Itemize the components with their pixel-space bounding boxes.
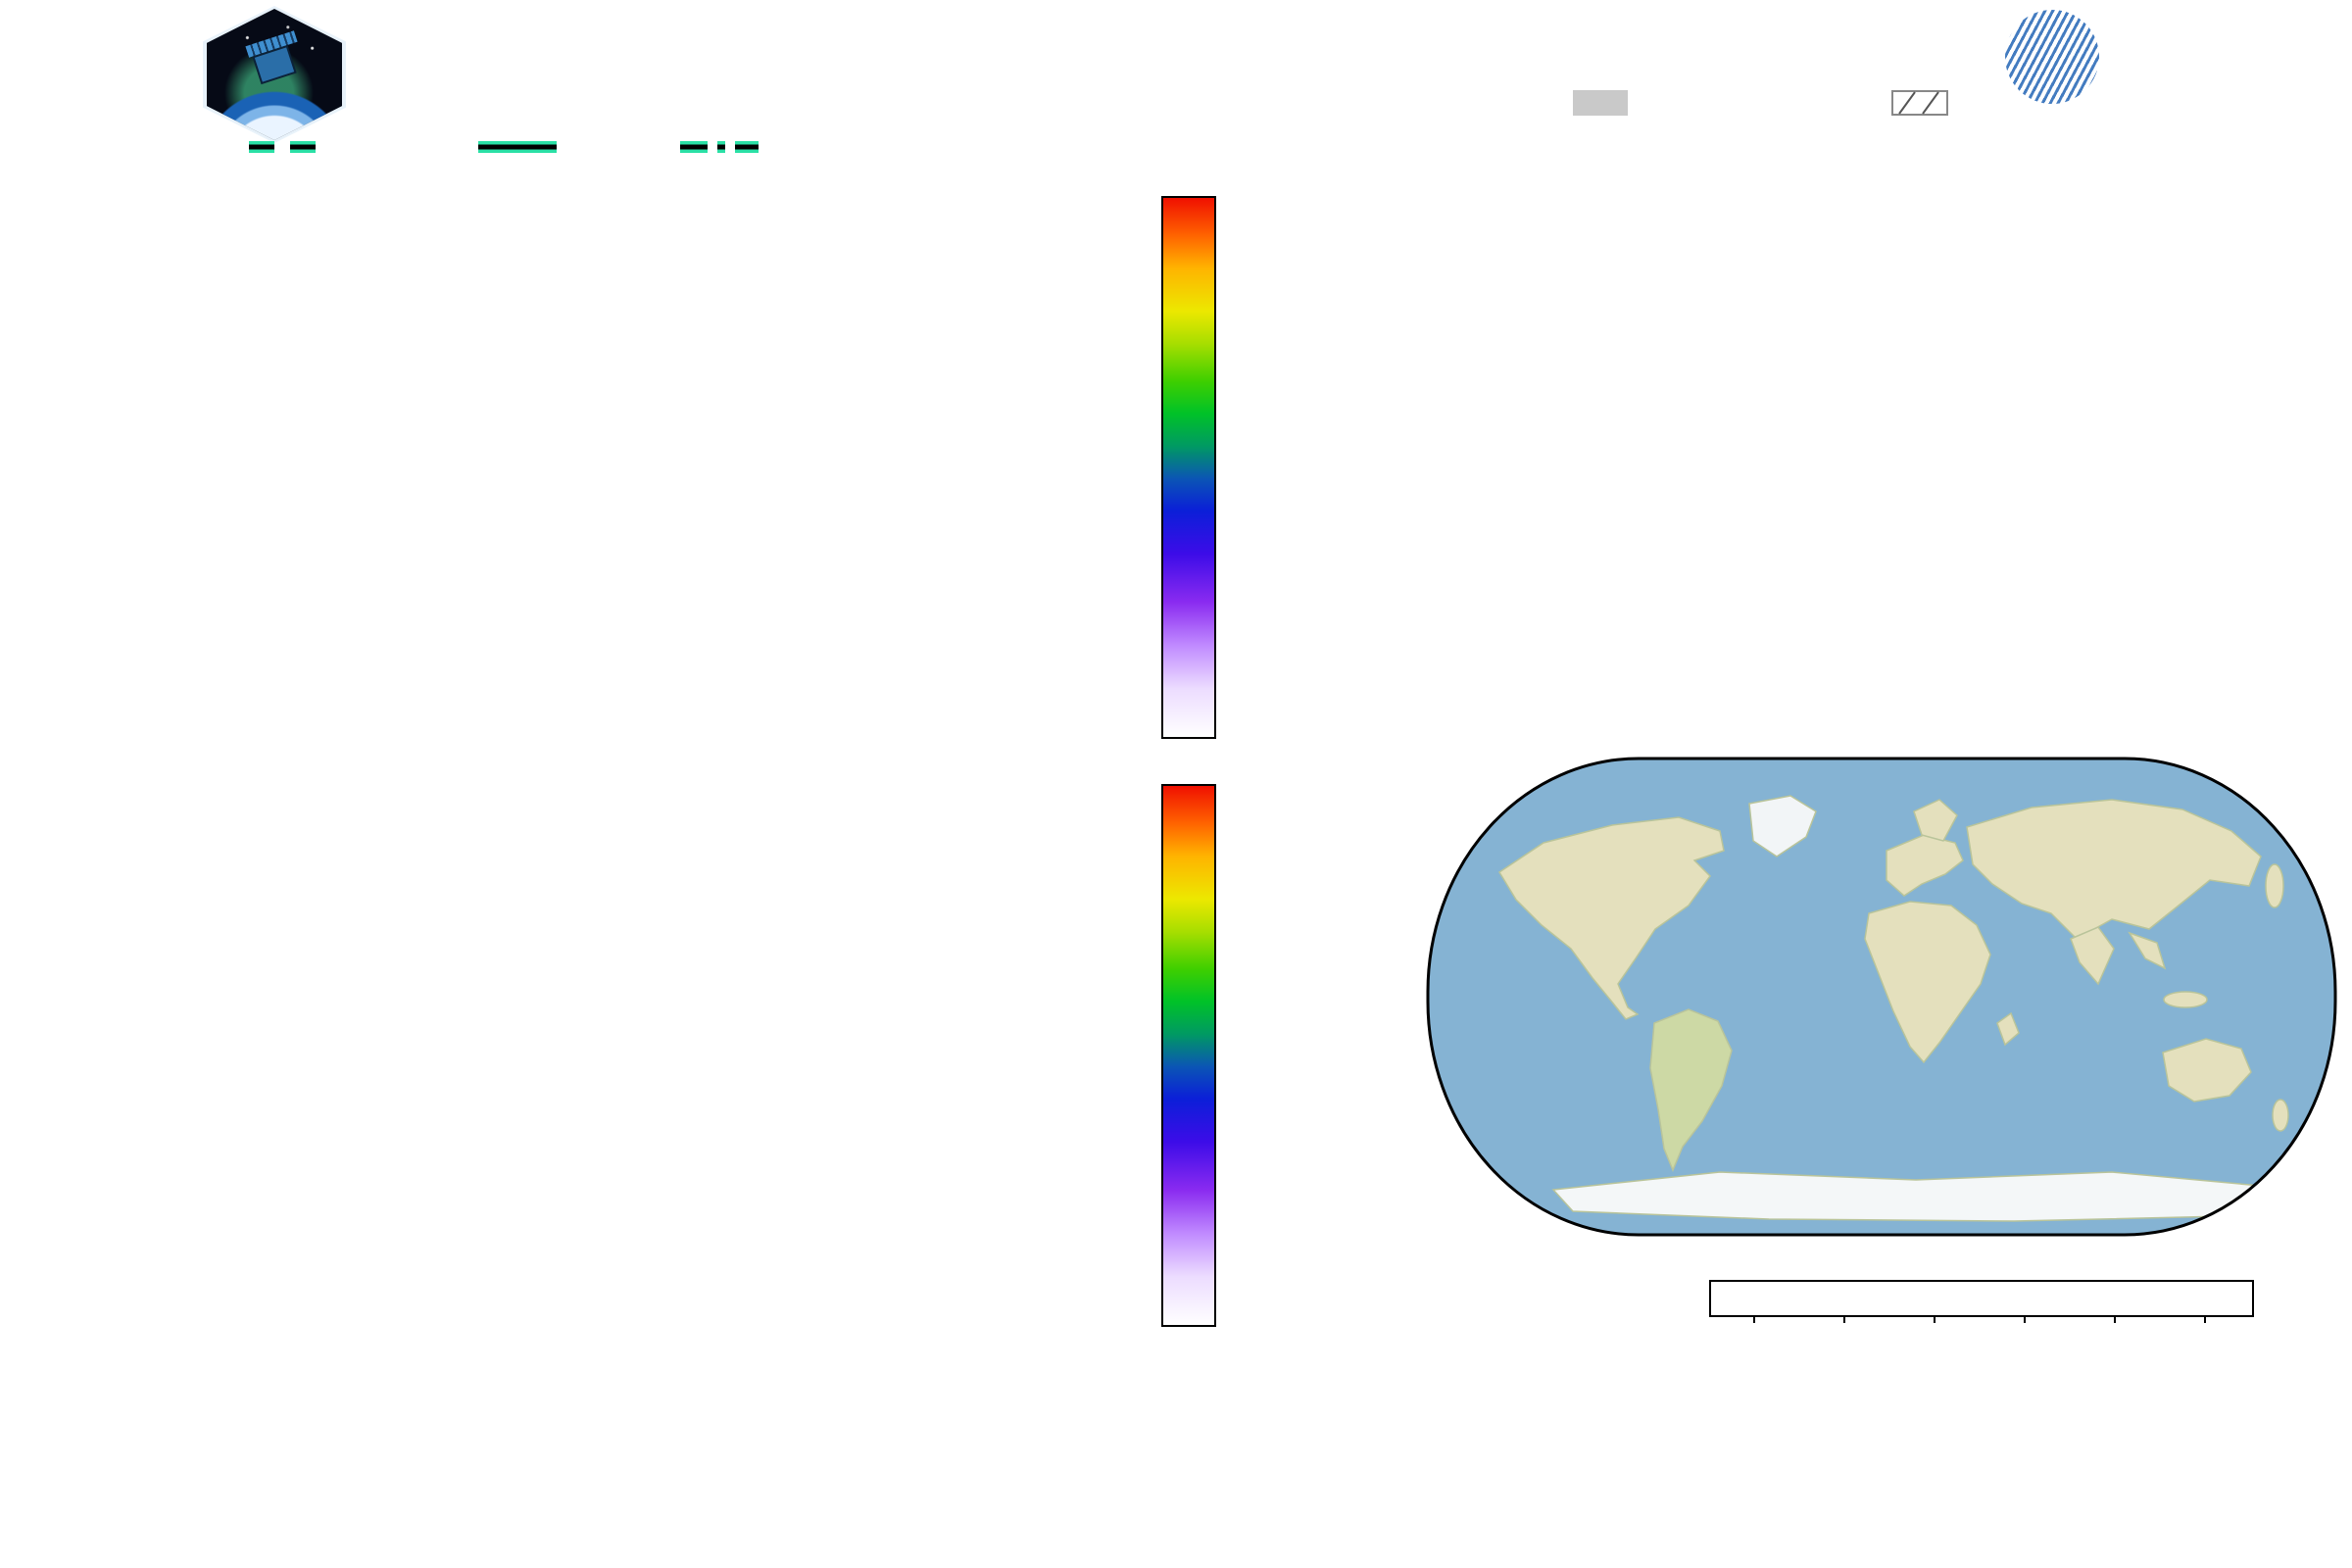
patch-artwork	[207, 9, 342, 140]
alt-tick-mark-400	[1753, 1315, 1755, 1323]
indochina	[2128, 931, 2167, 970]
india	[2070, 926, 2115, 986]
esa-e-glyph	[2023, 16, 2091, 98]
alt-tick-mark-1400	[2204, 1315, 2206, 1323]
cassiope-mission-patch-icon	[203, 6, 346, 143]
new-zealand	[2272, 1099, 2289, 1132]
tof-colorbar	[1161, 784, 1216, 1327]
esa-globe-icon	[2005, 10, 2099, 104]
map-layers	[1428, 759, 2335, 1235]
pixel-colorbar	[1161, 196, 1216, 739]
alt-tick-mark-600	[1843, 1315, 1845, 1323]
alt-tick-mark-1000	[2024, 1315, 2026, 1323]
scandinavia	[1913, 799, 1958, 842]
map-outline	[1426, 757, 2337, 1237]
japan	[2265, 863, 2284, 908]
altitude-colorbar	[1709, 1280, 2254, 1317]
north-america	[1497, 816, 1725, 1020]
sc-legend-lines	[249, 141, 759, 153]
australia	[2162, 1038, 2252, 1102]
madagascar	[1996, 1011, 2020, 1047]
africa	[1864, 901, 1991, 1064]
shadow-swatch	[1891, 90, 1948, 116]
map-continents	[1497, 795, 2289, 1222]
alt-tick-mark-1200	[2114, 1315, 2116, 1323]
toa-bin-plot	[236, 781, 1071, 1348]
asia	[1966, 799, 2262, 940]
indonesia	[2163, 991, 2208, 1008]
sc-legend	[247, 130, 855, 164]
antarctica	[1551, 1171, 2273, 1222]
sc-axis-plot	[236, 125, 1071, 757]
eclipse-swatch	[1573, 90, 1628, 116]
counts-plot	[1514, 459, 2280, 698]
greenland	[1748, 795, 1817, 858]
current-plot	[1514, 186, 2280, 443]
world-map	[1426, 757, 2337, 1237]
south-america	[1649, 1008, 1733, 1172]
alt-tick-mark-800	[1934, 1315, 1936, 1323]
